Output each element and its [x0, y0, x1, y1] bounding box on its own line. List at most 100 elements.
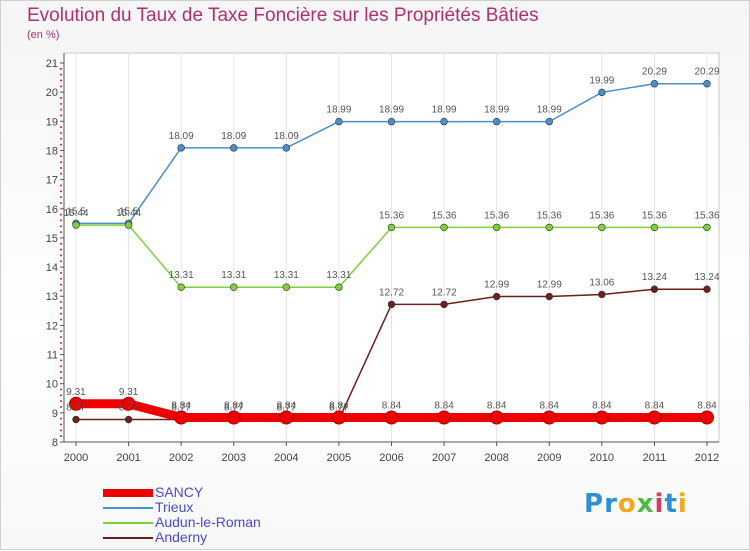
data-point — [387, 223, 396, 232]
legend-swatch — [103, 507, 153, 509]
data-label: 15.36 — [432, 210, 457, 221]
data-label: 19.99 — [589, 75, 614, 86]
logo-letter: P — [584, 489, 605, 519]
legend-label: Audun-le-Roman — [155, 514, 261, 530]
data-point — [492, 292, 501, 301]
y-minor-tick — [60, 306, 62, 309]
unit-label: (en %) — [27, 29, 60, 41]
data-label: 15.44 — [116, 208, 141, 219]
data-point — [545, 117, 553, 126]
logo-letter: o — [617, 489, 637, 519]
y-minor-tick — [60, 289, 62, 292]
data-label: 12.99 — [484, 280, 509, 291]
data-label: 15.36 — [694, 210, 719, 221]
logo-letter: x — [636, 489, 655, 519]
data-point — [226, 410, 241, 425]
y-minor-tick — [60, 126, 62, 129]
y-minor-tick — [60, 359, 62, 362]
data-point — [279, 410, 294, 425]
legend-label: Trieux — [155, 499, 194, 515]
x-tick-label: 2006 — [379, 452, 403, 464]
y-tick-label: 8 — [52, 437, 58, 449]
y-minor-tick — [60, 371, 62, 374]
data-point — [177, 283, 185, 291]
data-label: 12.72 — [432, 287, 457, 298]
data-point — [598, 223, 606, 232]
data-point — [545, 292, 553, 301]
data-label: 8.77 — [119, 403, 139, 414]
y-minor-tick — [60, 96, 62, 99]
y-tick-label: 16 — [46, 204, 58, 216]
y-minor-tick — [60, 400, 62, 403]
data-point — [440, 300, 448, 309]
data-label: 8.77 — [171, 403, 191, 414]
data-label: 18.99 — [432, 105, 457, 116]
data-label: 8.84 — [540, 401, 560, 412]
y-minor-tick — [60, 341, 62, 344]
y-tick-label: 20 — [46, 87, 58, 99]
y-minor-tick — [60, 196, 62, 199]
data-point — [437, 410, 452, 425]
data-point — [282, 144, 291, 152]
y-tick-label: 21 — [46, 58, 58, 70]
data-label: 18.99 — [326, 105, 351, 116]
y-tick-label: 18 — [46, 145, 58, 157]
data-label: 20.29 — [694, 67, 719, 78]
y-tick-label: 11 — [47, 350, 58, 362]
data-label: 15.36 — [379, 210, 404, 221]
data-label: 18.99 — [379, 105, 404, 116]
data-label: 8.84 — [329, 401, 349, 412]
data-point — [703, 79, 711, 88]
data-label: 8.84 — [697, 401, 717, 412]
y-minor-tick — [60, 301, 62, 304]
y-minor-tick — [60, 312, 62, 315]
data-point — [387, 117, 396, 126]
y-tick-label: 17 — [46, 175, 58, 187]
data-label: 9.31 — [119, 387, 139, 398]
data-label: 18.99 — [537, 105, 562, 116]
y-minor-tick — [60, 67, 62, 70]
y-minor-tick — [60, 435, 62, 438]
y-minor-tick — [60, 213, 62, 216]
y-tick-label: 13 — [46, 291, 58, 303]
data-point — [72, 415, 80, 424]
data-label: 8.84 — [382, 401, 402, 412]
y-minor-tick — [60, 394, 62, 397]
data-point — [121, 396, 136, 411]
y-minor-tick — [60, 271, 62, 274]
y-minor-tick — [60, 85, 62, 88]
data-point — [387, 300, 396, 309]
x-tick-label: 2000 — [64, 452, 88, 464]
x-tick-label: 2001 — [116, 452, 140, 464]
data-label: 8.77 — [277, 403, 297, 414]
data-point — [492, 117, 501, 126]
y-minor-tick — [60, 79, 62, 82]
data-label: 8.84 — [434, 401, 454, 412]
data-label: 13.24 — [642, 272, 667, 283]
data-point — [174, 410, 189, 425]
y-tick-label: 9 — [52, 408, 58, 420]
data-point — [69, 396, 83, 411]
logo-letter: i — [654, 489, 665, 519]
y-tick-label: 14 — [46, 262, 58, 274]
x-tick-label: 2008 — [484, 452, 508, 464]
y-minor-tick — [60, 201, 62, 204]
y-minor-tick — [60, 388, 62, 391]
data-label: 15.36 — [537, 210, 562, 221]
y-minor-tick — [60, 143, 62, 146]
data-label: 15.5 — [66, 206, 86, 217]
data-label: 18.99 — [484, 105, 509, 116]
x-tick-label: 2009 — [537, 452, 561, 464]
data-label: 18.09 — [221, 131, 246, 142]
data-label: 13.31 — [221, 270, 246, 281]
y-minor-tick — [60, 131, 62, 134]
y-minor-tick — [60, 225, 62, 228]
y-minor-tick — [60, 283, 62, 286]
data-point — [598, 290, 606, 299]
data-point — [542, 410, 557, 425]
x-tick-label: 2007 — [432, 452, 456, 464]
data-point — [703, 285, 711, 293]
data-label: 13.31 — [169, 270, 194, 281]
